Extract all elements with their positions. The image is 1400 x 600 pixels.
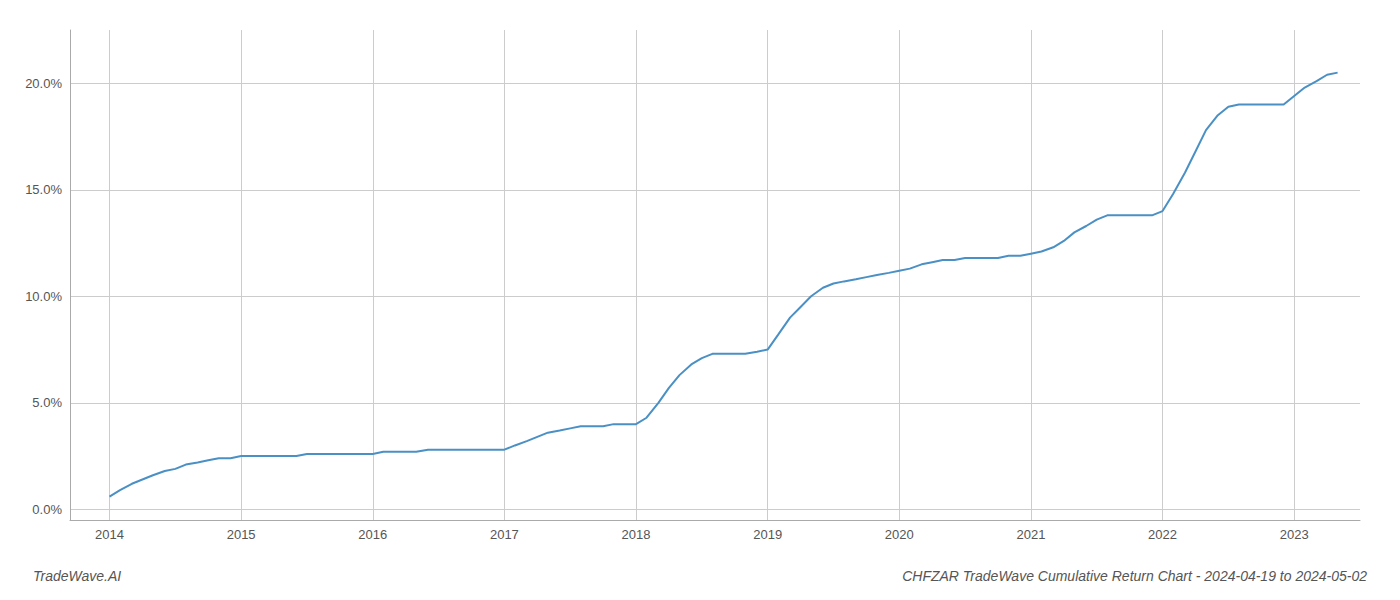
svg-text:2018: 2018 xyxy=(622,527,651,542)
svg-text:2014: 2014 xyxy=(95,527,124,542)
svg-text:2021: 2021 xyxy=(1016,527,1045,542)
svg-text:TradeWave.AI: TradeWave.AI xyxy=(33,568,121,584)
svg-text:2019: 2019 xyxy=(753,527,782,542)
svg-text:2023: 2023 xyxy=(1280,527,1309,542)
svg-text:2017: 2017 xyxy=(490,527,519,542)
svg-text:15.0%: 15.0% xyxy=(25,182,62,197)
svg-text:10.0%: 10.0% xyxy=(25,289,62,304)
svg-text:2016: 2016 xyxy=(358,527,387,542)
svg-text:2015: 2015 xyxy=(227,527,256,542)
svg-text:5.0%: 5.0% xyxy=(32,395,62,410)
svg-text:20.0%: 20.0% xyxy=(25,76,62,91)
svg-text:0.0%: 0.0% xyxy=(32,502,62,517)
svg-text:CHFZAR TradeWave Cumulative Re: CHFZAR TradeWave Cumulative Return Chart… xyxy=(902,568,1367,584)
svg-text:2022: 2022 xyxy=(1148,527,1177,542)
svg-text:2020: 2020 xyxy=(885,527,914,542)
